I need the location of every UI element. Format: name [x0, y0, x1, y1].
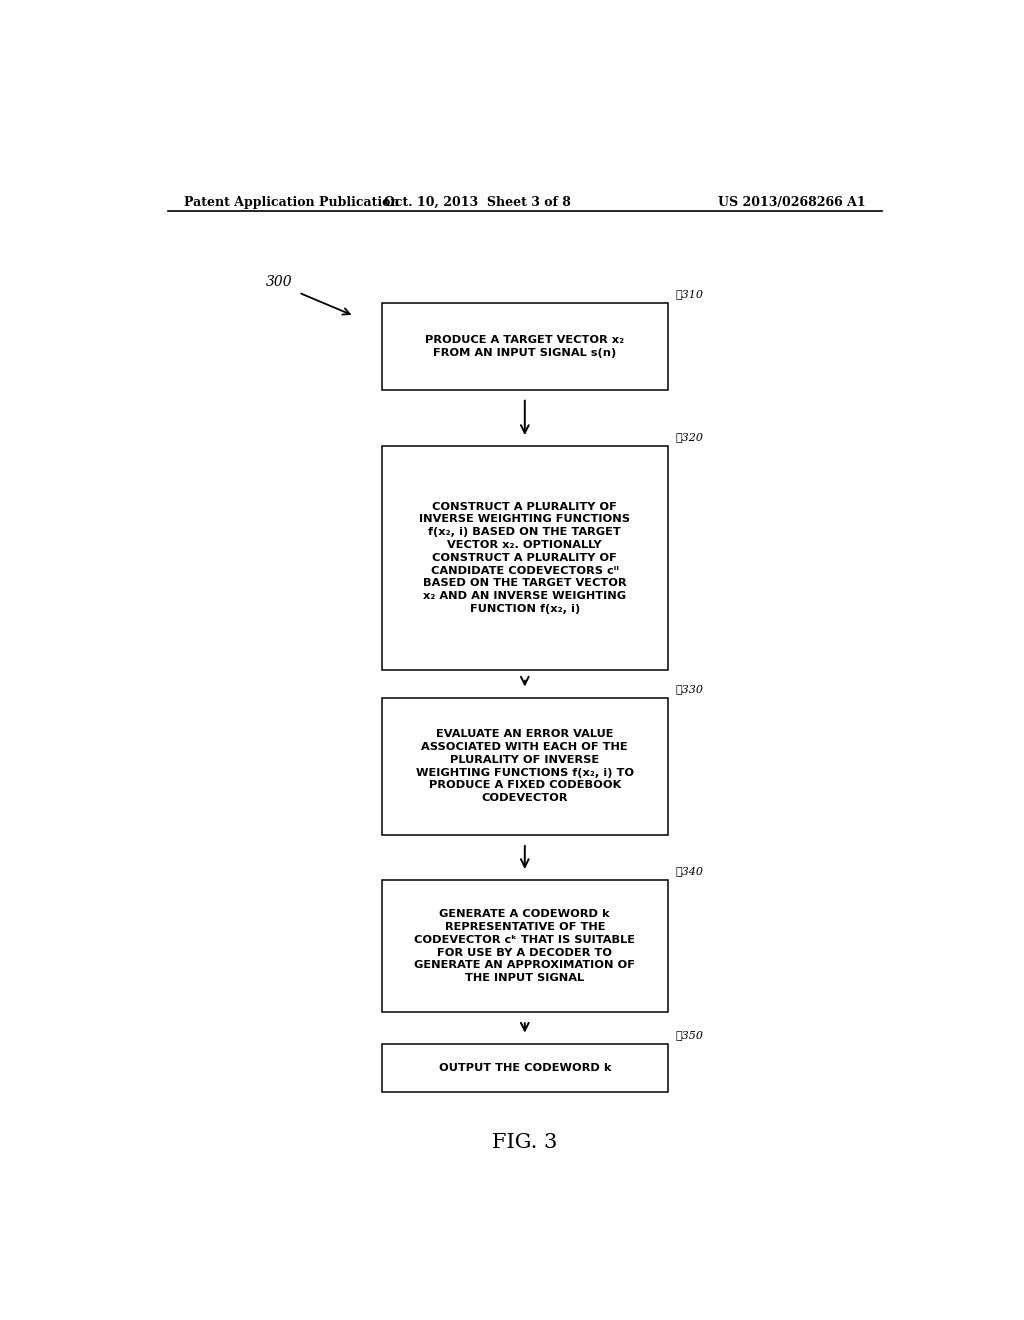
Text: ⽿320: ⽿320: [676, 432, 703, 442]
Text: Oct. 10, 2013  Sheet 3 of 8: Oct. 10, 2013 Sheet 3 of 8: [384, 195, 570, 209]
Text: ⽿350: ⽿350: [676, 1030, 703, 1040]
Text: CONSTRUCT A PLURALITY OF
INVERSE WEIGHTING FUNCTIONS
f(x₂, i) BASED ON THE TARGE: CONSTRUCT A PLURALITY OF INVERSE WEIGHTI…: [419, 502, 631, 614]
Text: ⽿330: ⽿330: [676, 684, 703, 693]
Text: 300: 300: [265, 276, 292, 289]
Bar: [382, 880, 668, 1012]
Bar: [382, 697, 668, 834]
Text: GENERATE A CODEWORD k
REPRESENTATIVE OF THE
CODEVECTOR cᵏ THAT IS SUITABLE
FOR U: GENERATE A CODEWORD k REPRESENTATIVE OF …: [415, 909, 635, 983]
Text: EVALUATE AN ERROR VALUE
ASSOCIATED WITH EACH OF THE
PLURALITY OF INVERSE
WEIGHTI: EVALUATE AN ERROR VALUE ASSOCIATED WITH …: [416, 729, 634, 803]
Text: Patent Application Publication: Patent Application Publication: [183, 195, 399, 209]
Text: OUTPUT THE CODEWORD k: OUTPUT THE CODEWORD k: [438, 1063, 611, 1073]
Bar: [382, 446, 668, 669]
Bar: [382, 304, 668, 389]
Text: ⽿310: ⽿310: [676, 289, 703, 300]
Bar: [382, 1044, 668, 1093]
Text: US 2013/0268266 A1: US 2013/0268266 A1: [719, 195, 866, 209]
Text: FIG. 3: FIG. 3: [493, 1133, 557, 1152]
Text: PRODUCE A TARGET VECTOR x₂
FROM AN INPUT SIGNAL s(n): PRODUCE A TARGET VECTOR x₂ FROM AN INPUT…: [425, 335, 625, 358]
Text: ⽿340: ⽿340: [676, 866, 703, 876]
